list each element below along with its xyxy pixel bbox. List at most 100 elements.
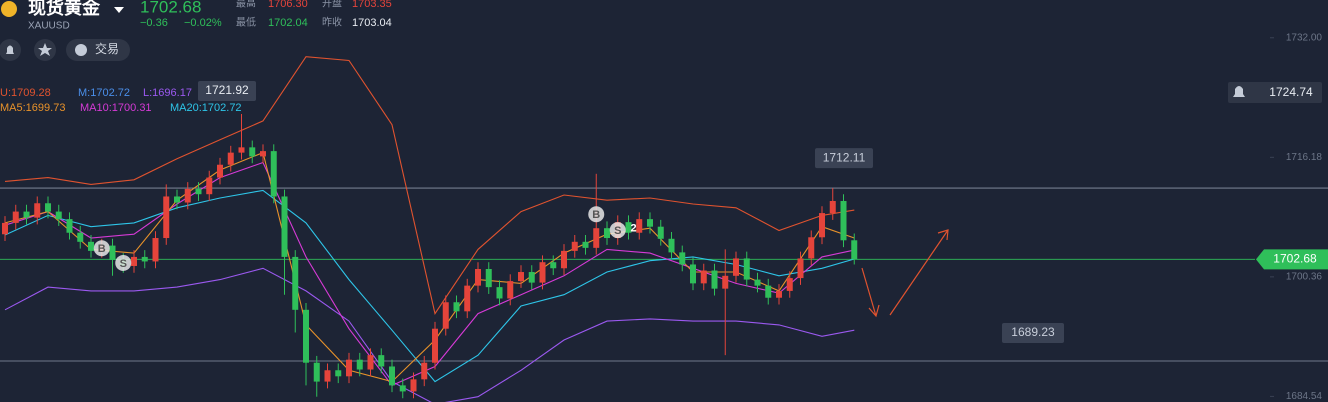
candle-body <box>131 256 137 266</box>
legend-entry: MA20:1702.72 <box>170 102 242 114</box>
candle-body <box>378 355 385 367</box>
candle-body <box>23 211 30 218</box>
prev-close: 1703.04 <box>352 17 392 29</box>
candle-body <box>346 359 352 377</box>
arrow-up <box>889 229 949 316</box>
candle-body <box>335 370 342 377</box>
candle-body <box>550 262 557 269</box>
label: 最高 <box>236 0 256 10</box>
candle-body <box>571 241 578 251</box>
trade-marker <box>588 206 605 223</box>
change: −0.36 <box>140 17 168 29</box>
level-tag-bg <box>1002 322 1064 343</box>
candle-body <box>55 211 62 220</box>
bell-icon <box>6 45 14 54</box>
candle-body <box>195 188 202 195</box>
trade-marker <box>93 240 110 257</box>
candle-body <box>475 269 481 286</box>
candle-body <box>442 302 449 329</box>
candle-body <box>593 228 600 248</box>
candle-body <box>281 196 288 257</box>
candle-body <box>647 219 653 227</box>
indicator-line <box>4 56 855 315</box>
trade-marker-label: S <box>120 258 127 270</box>
candle-body <box>808 237 815 259</box>
level-tag: 1712.11 <box>823 150 866 164</box>
candle-body <box>561 250 567 269</box>
candle-body <box>324 370 331 382</box>
candle-body <box>389 366 395 386</box>
candle-body <box>485 269 492 288</box>
trade-label[interactable]: 交易 <box>95 41 119 56</box>
legend-entry: MA5:1699.73 <box>0 102 65 114</box>
forecast-arrows <box>861 229 949 318</box>
gold-icon <box>1 1 17 17</box>
overlay: U:1709.28 M:1702.72 L:1696.17 MA5:1699.73 MA… <box>0 81 1328 343</box>
candle-body <box>765 285 772 298</box>
candle-body <box>507 281 514 299</box>
dropdown-caret[interactable] <box>114 7 124 13</box>
low: 1702.04 <box>268 17 308 29</box>
legend-entry: MA10:1700.31 <box>80 102 152 114</box>
indicator-line <box>4 161 855 387</box>
arrow-head <box>868 304 880 318</box>
legend-entry: M:1702.72 <box>78 87 130 99</box>
plot-area: 1732.00 1716.18 1700.36 1684.54 <box>0 32 1328 402</box>
legend-entry: L:1696.17 <box>143 87 192 99</box>
candle-body <box>12 211 19 223</box>
trade-marker <box>115 254 132 271</box>
trade-marker-label: B <box>592 209 600 221</box>
candle-body <box>184 188 191 203</box>
candle-body <box>754 279 761 286</box>
legend-entry: U:1709.28 <box>0 87 51 99</box>
candle-body <box>313 362 320 382</box>
alert-bell <box>1233 86 1245 97</box>
instrument-title[interactable]: 现货黄金 <box>28 0 101 18</box>
arrow-head <box>937 229 949 241</box>
candle-body <box>690 264 696 284</box>
candle-body <box>786 278 793 291</box>
candle-body <box>518 272 524 282</box>
candle-body <box>657 226 664 239</box>
candle-body <box>733 258 739 276</box>
label: 最低 <box>236 16 256 29</box>
trade-marker-label: 2 <box>630 222 636 234</box>
candle-body <box>722 275 729 289</box>
header: 现货黄金 XAUUSD 1702.68 −0.36 −0.02% 最高 1706… <box>0 0 392 61</box>
last-price: 1702.68 <box>140 0 201 16</box>
candle-body <box>668 238 675 253</box>
candle-body <box>625 222 632 233</box>
candle-body <box>260 151 266 157</box>
candle-body <box>496 287 503 299</box>
candle-body <box>399 385 406 392</box>
candle-body <box>141 256 148 262</box>
change-pct: −0.02% <box>184 17 222 29</box>
candle-body <box>700 270 707 284</box>
candle-body <box>582 241 589 248</box>
candle-body <box>249 147 256 157</box>
label: 开盘 <box>322 0 342 10</box>
candle-body <box>227 152 234 165</box>
candle-body <box>410 379 417 392</box>
candle-body <box>270 151 277 197</box>
trade-marker <box>609 222 626 239</box>
trade-marker-label: S <box>614 225 621 237</box>
label: 昨收 <box>322 16 342 29</box>
high: 1706.30 <box>268 0 308 10</box>
indicator-line <box>4 189 855 383</box>
candle-body <box>453 302 460 312</box>
candle-body <box>303 309 309 363</box>
candle-body <box>528 272 535 283</box>
candle-body <box>464 285 471 312</box>
candle-body <box>367 355 374 370</box>
candle-body <box>432 328 438 363</box>
candle-body <box>66 219 73 233</box>
candle-body <box>851 240 858 260</box>
candle-body <box>238 147 245 153</box>
candle-body <box>636 219 643 233</box>
candle-body <box>45 203 51 212</box>
candle-body <box>797 258 804 279</box>
candle-body <box>711 270 718 289</box>
candle-body <box>776 290 782 298</box>
